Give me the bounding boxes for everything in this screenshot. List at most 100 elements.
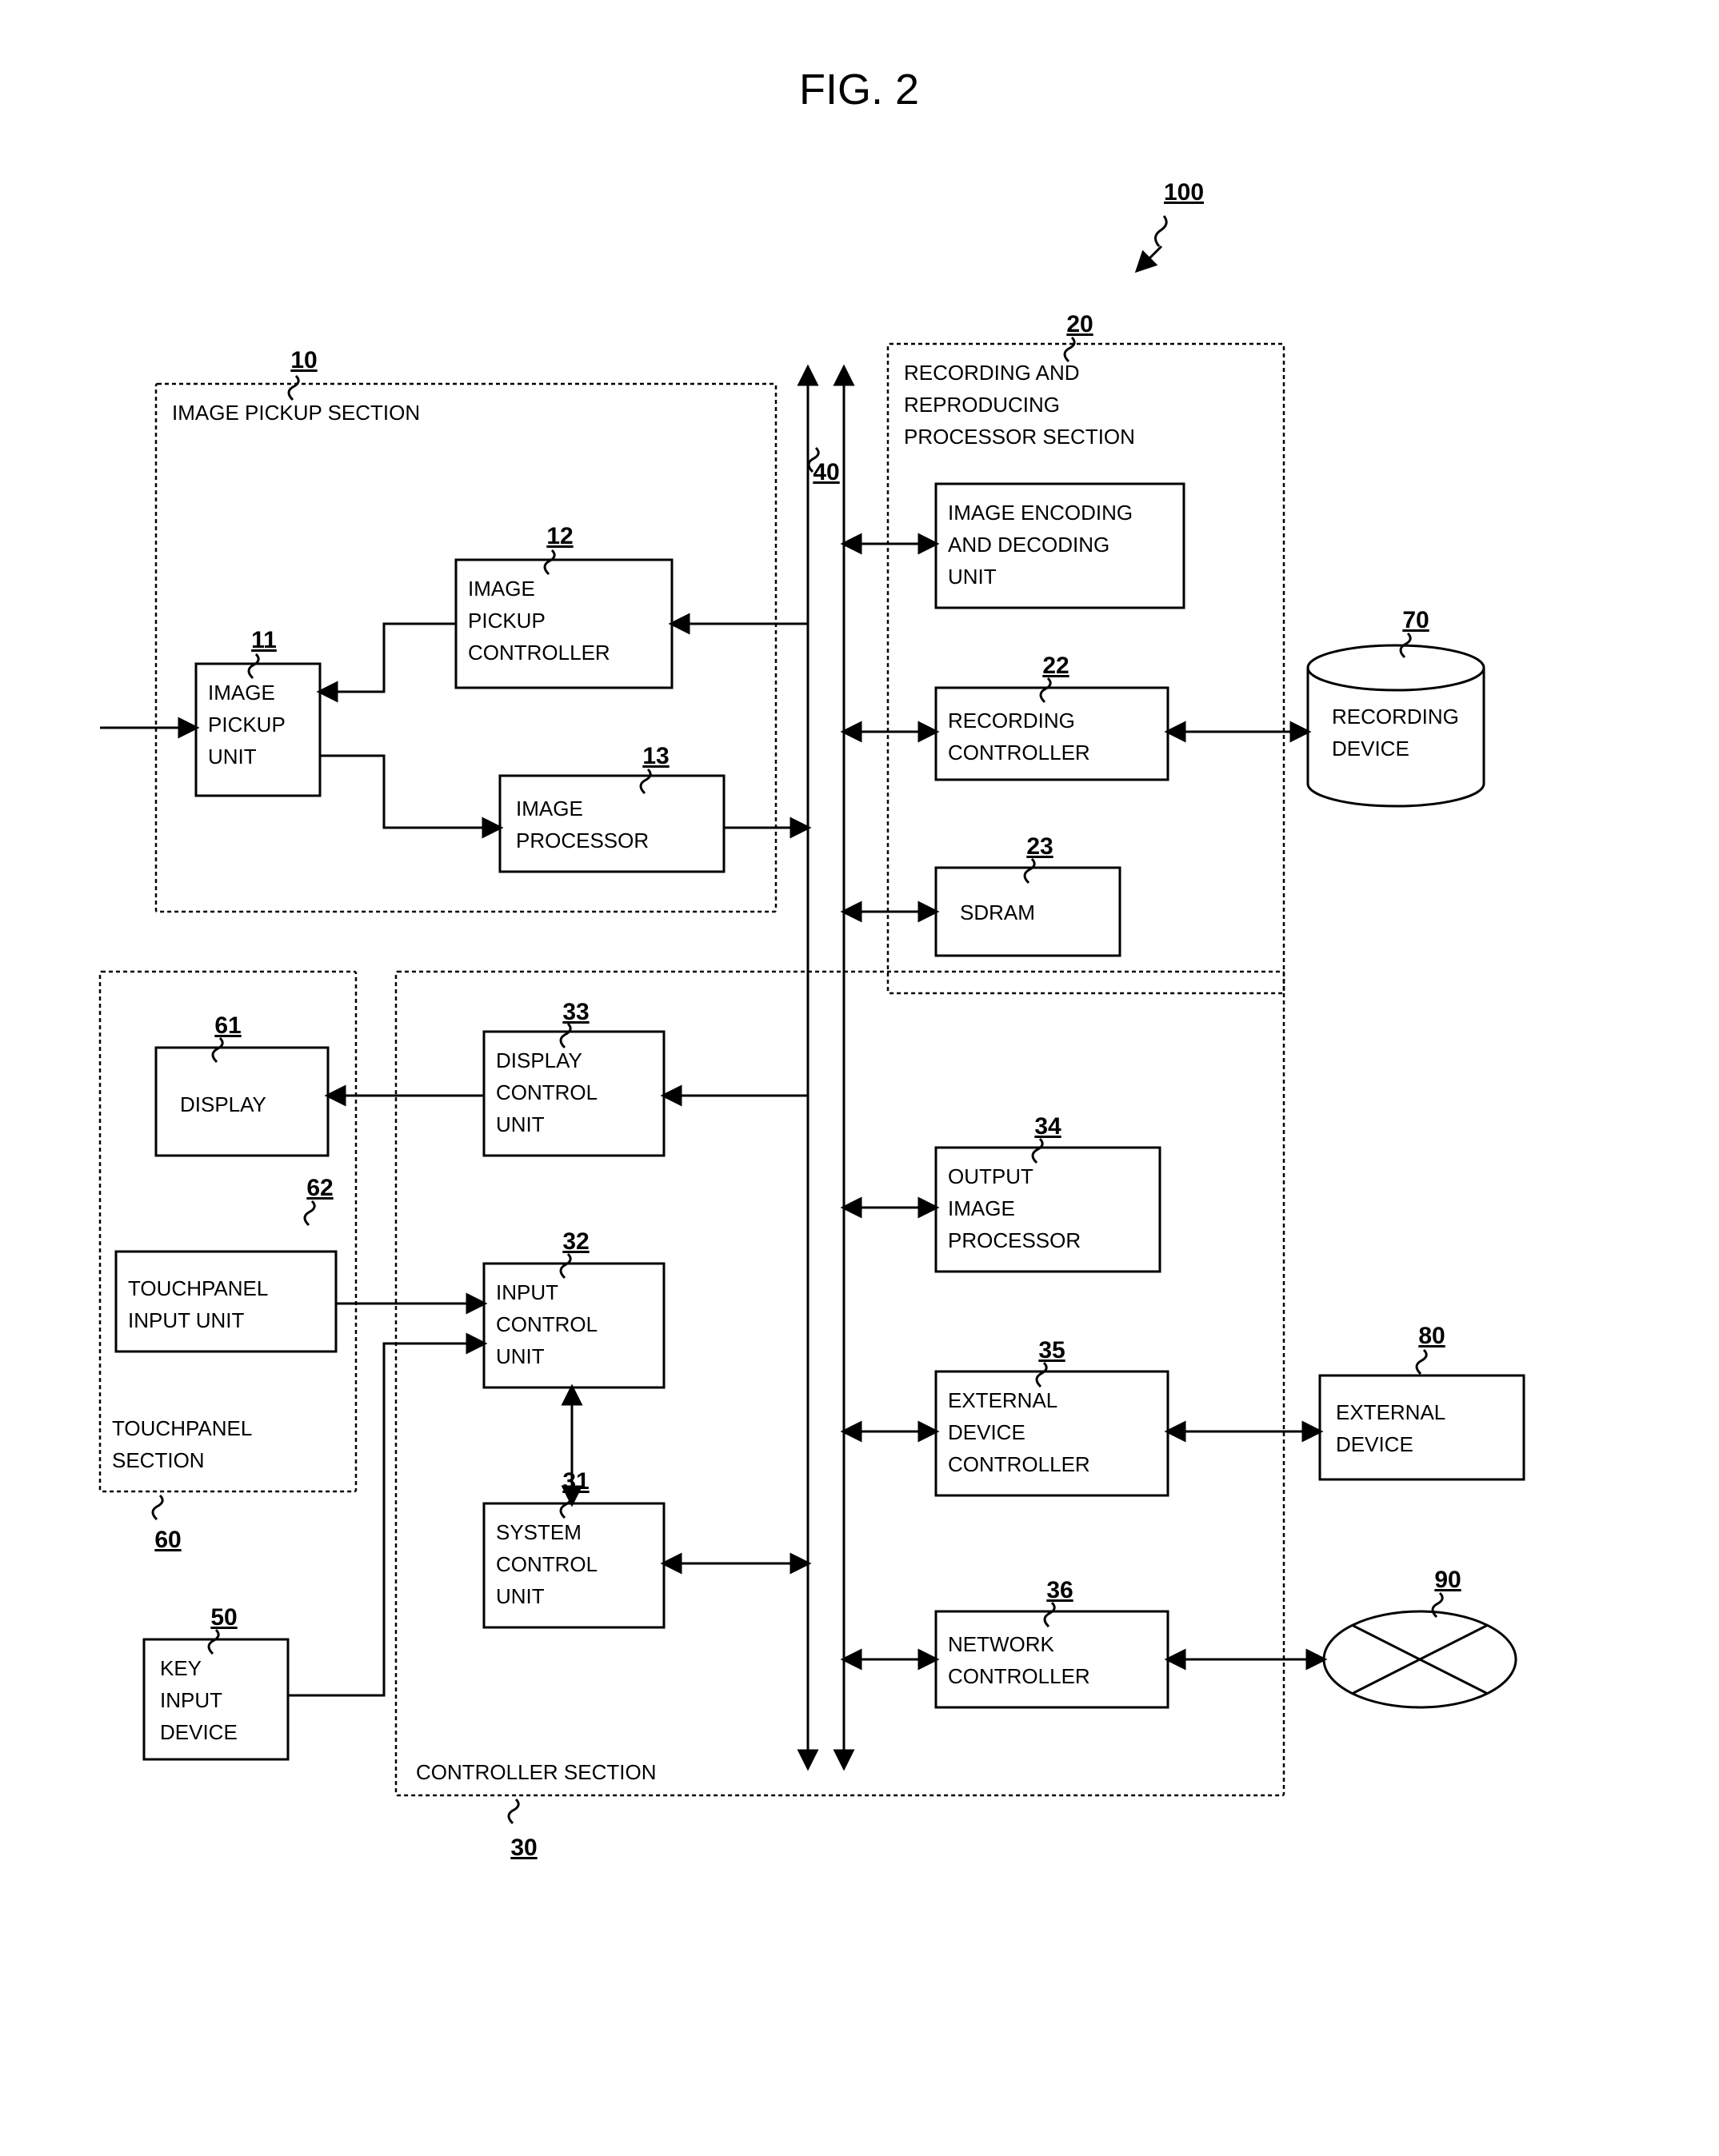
section-30-label: CONTROLLER SECTION <box>416 1760 657 1784</box>
block-21-l2: AND DECODING <box>948 533 1109 557</box>
block-12-leader <box>545 550 554 574</box>
block-22-l1: RECORDING <box>948 709 1075 733</box>
section-20-l1: RECORDING AND <box>904 361 1080 385</box>
block-32-l1: INPUT <box>496 1280 558 1304</box>
block-33-l3: UNIT <box>496 1112 545 1136</box>
block-34-l3: PROCESSOR <box>948 1228 1081 1252</box>
block-50-num: 50 <box>210 1604 237 1631</box>
block-31-l2: CONTROL <box>496 1552 598 1576</box>
section-10-label: IMAGE PICKUP SECTION <box>172 401 420 425</box>
section-20-l3: PROCESSOR SECTION <box>904 425 1135 449</box>
block-90-num: 90 <box>1434 1567 1461 1593</box>
block-36 <box>936 1611 1168 1707</box>
section-touchpanel <box>100 972 356 1491</box>
block-31-num: 31 <box>562 1468 589 1495</box>
block-23-leader <box>1025 859 1034 883</box>
section-image-pickup <box>156 384 776 912</box>
block-36-leader <box>1045 1603 1054 1627</box>
section-10-leader <box>289 376 298 400</box>
block-13 <box>500 776 724 872</box>
block-50-l2: INPUT <box>160 1688 222 1712</box>
arrow-12-to-11 <box>320 624 456 692</box>
block-36-num: 36 <box>1046 1577 1073 1603</box>
block-62 <box>116 1252 336 1351</box>
ref-100-leader <box>1155 216 1166 246</box>
section-60-l2: SECTION <box>112 1448 205 1472</box>
section-30-num: 30 <box>510 1835 537 1861</box>
section-20-l2: REPRODUCING <box>904 393 1060 417</box>
bus-num: 40 <box>813 459 839 485</box>
diagram-canvas: FIG. 2 100 10 IMAGE PICKUP SECTION 11 IM… <box>0 0 1719 2156</box>
block-34-l1: OUTPUT <box>948 1164 1033 1188</box>
block-11-l2: PICKUP <box>208 713 286 737</box>
block-80-l1: EXTERNAL <box>1336 1400 1445 1424</box>
section-60-l1: TOUCHPANEL <box>112 1416 252 1440</box>
block-32-leader <box>561 1254 570 1278</box>
block-35-l3: CONTROLLER <box>948 1452 1090 1476</box>
section-60-leader <box>153 1495 162 1519</box>
block-21-l3: UNIT <box>948 565 997 589</box>
block-33-l2: CONTROL <box>496 1080 598 1104</box>
block-80-l2: DEVICE <box>1336 1432 1413 1456</box>
block-33-leader <box>561 1024 570 1048</box>
block-31-leader <box>561 1494 570 1518</box>
block-13-num: 13 <box>642 743 669 769</box>
block-62-l2: INPUT UNIT <box>128 1308 245 1332</box>
block-33-num: 33 <box>562 999 589 1025</box>
figure-title: FIG. 2 <box>799 66 919 114</box>
block-23-num: 23 <box>1026 833 1053 860</box>
block-61-num: 61 <box>214 1012 241 1039</box>
block-13-l1: IMAGE <box>516 797 583 820</box>
block-61-leader <box>213 1038 222 1062</box>
section-30-leader <box>509 1799 518 1823</box>
block-35-l1: EXTERNAL <box>948 1388 1057 1412</box>
ref-100-arrow <box>1137 246 1161 270</box>
block-12-num: 12 <box>546 523 573 549</box>
block-70-num: 70 <box>1402 607 1429 633</box>
block-35-leader <box>1037 1363 1046 1387</box>
block-13-l2: PROCESSOR <box>516 828 649 852</box>
block-22-l2: CONTROLLER <box>948 741 1090 765</box>
block-21-l1: IMAGE ENCODING <box>948 501 1133 525</box>
block-32-l2: CONTROL <box>496 1312 598 1336</box>
arrow-11-to-13 <box>320 756 500 828</box>
block-80 <box>1320 1375 1524 1479</box>
block-31-l1: SYSTEM <box>496 1520 582 1544</box>
block-50-leader <box>209 1630 218 1654</box>
block-13-leader <box>641 769 650 793</box>
block-31-l3: UNIT <box>496 1584 545 1608</box>
block-12-l3: CONTROLLER <box>468 641 610 665</box>
section-20-num: 20 <box>1066 311 1093 337</box>
block-90 <box>1324 1611 1516 1707</box>
block-11-l3: UNIT <box>208 745 257 769</box>
block-33-l1: DISPLAY <box>496 1048 582 1072</box>
section-10-num: 10 <box>290 347 317 373</box>
block-12-l2: PICKUP <box>468 609 546 633</box>
block-62-l1: TOUCHPANEL <box>128 1276 268 1300</box>
block-70-l2: DEVICE <box>1332 737 1409 761</box>
ref-100: 100 <box>1164 179 1204 206</box>
block-70-l1: RECORDING <box>1332 705 1459 729</box>
block-61-l1: DISPLAY <box>180 1092 266 1116</box>
section-20-leader <box>1065 337 1074 361</box>
block-35-l2: DEVICE <box>948 1420 1025 1444</box>
block-34-leader <box>1033 1139 1042 1163</box>
block-62-num: 62 <box>306 1175 333 1201</box>
block-32-l3: UNIT <box>496 1344 545 1368</box>
block-50-l3: DEVICE <box>160 1720 238 1744</box>
block-80-leader <box>1417 1350 1426 1374</box>
section-60-num: 60 <box>154 1527 181 1553</box>
block-22 <box>936 688 1168 780</box>
block-62-leader <box>305 1201 314 1225</box>
block-11-num: 11 <box>251 627 277 653</box>
block-22-num: 22 <box>1042 653 1069 679</box>
arrow-50-32 <box>288 1344 484 1695</box>
block-23-l1: SDRAM <box>960 900 1035 924</box>
block-36-l2: CONTROLLER <box>948 1664 1090 1688</box>
block-36-l1: NETWORK <box>948 1632 1055 1656</box>
block-11-leader <box>249 654 258 678</box>
block-11-l1: IMAGE <box>208 681 275 705</box>
block-34-num: 34 <box>1034 1113 1061 1140</box>
block-34-l2: IMAGE <box>948 1196 1015 1220</box>
block-12-l1: IMAGE <box>468 577 535 601</box>
